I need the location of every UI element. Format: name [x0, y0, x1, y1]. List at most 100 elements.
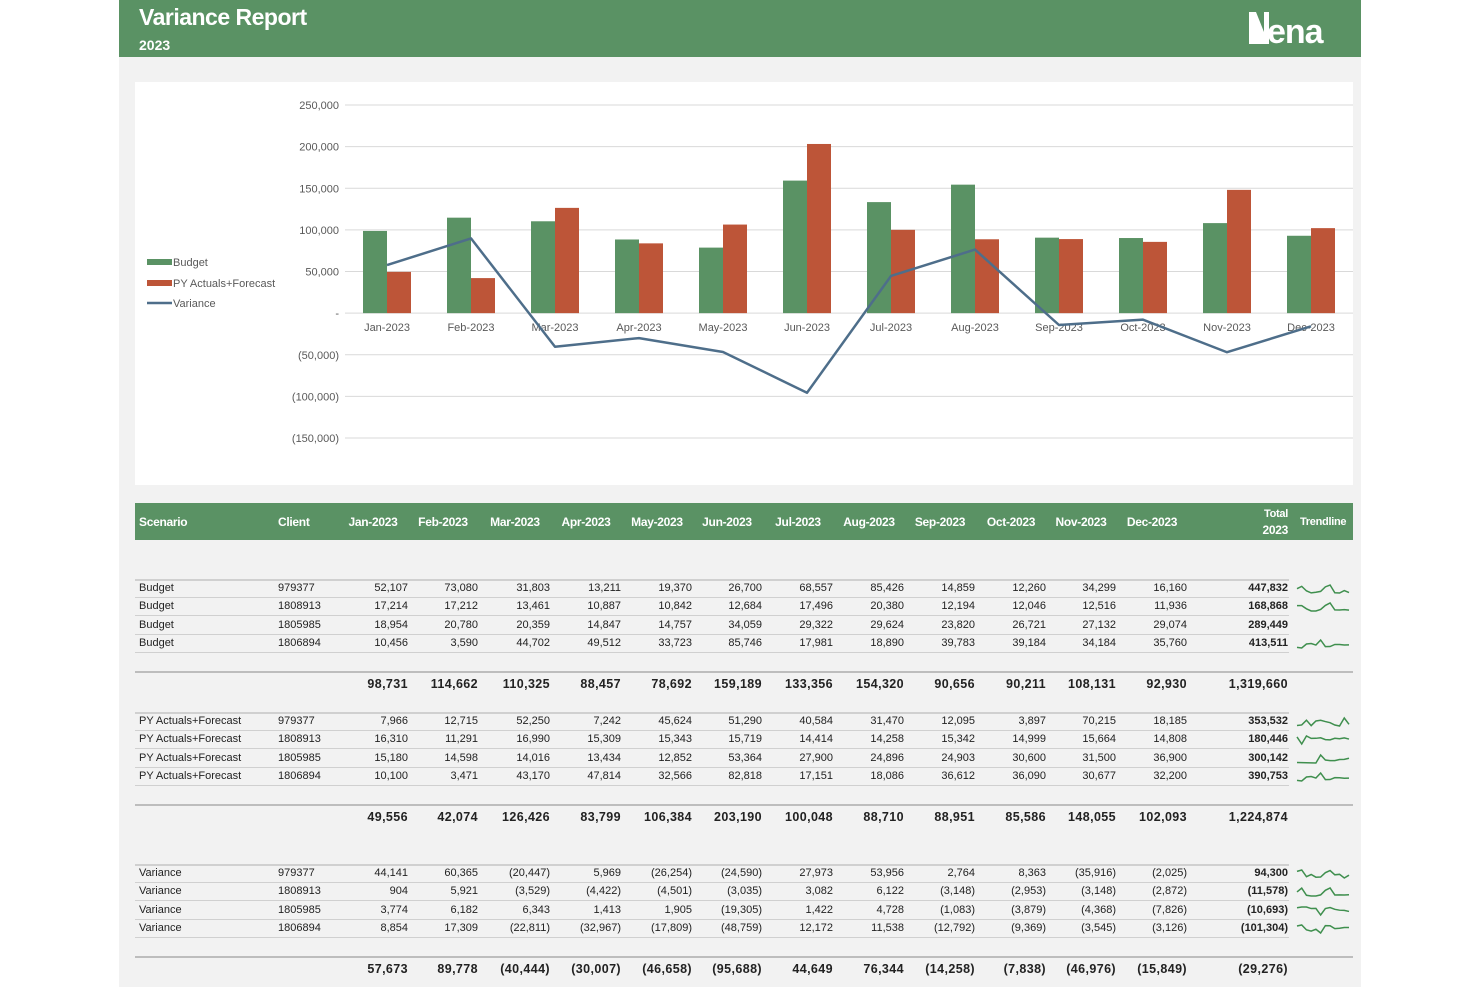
header-month: Jun-2023	[702, 514, 752, 529]
cell-value: (48,759)	[721, 921, 762, 934]
table-row: Budget 1806894 10,456 3,590 44,702 49,512 33,7…	[135, 635, 1289, 653]
cell-value: 7,242	[593, 715, 621, 727]
total-value: 83,799	[580, 810, 621, 824]
cell-value: 6,343	[522, 903, 550, 916]
y-tick-label: (50,000)	[298, 350, 339, 362]
cell-value: 52,107	[374, 582, 408, 594]
cell-value: 17,981	[799, 636, 833, 649]
cell-value: 2,764	[947, 867, 975, 879]
y-tick-label: (100,000)	[292, 391, 339, 403]
cell-value: 3,471	[450, 769, 478, 782]
cell-value: 14,999	[1012, 733, 1046, 746]
trendline-sparkline	[1296, 887, 1350, 898]
budget-bar	[867, 202, 891, 314]
cell-value: 26,721	[1012, 618, 1046, 631]
cell-value: (2,872)	[1152, 885, 1187, 898]
total-value: 133,356	[785, 677, 833, 691]
cell-value: 34,184	[1082, 636, 1116, 649]
table-row: Budget 979377 52,107 73,080 31,803 13,211 19,3…	[135, 580, 1289, 598]
cell-value: 1,422	[805, 903, 833, 916]
cell-scenario: Budget	[139, 582, 174, 594]
header-month: Nov-2023	[1055, 514, 1107, 529]
sparkline-path	[1296, 869, 1350, 879]
budget-bar	[615, 239, 639, 314]
budget-bar	[699, 247, 723, 314]
cell-value: 10,100	[374, 769, 408, 782]
x-tick-label: Jul-2023	[870, 322, 912, 334]
cell-value: 13,461	[516, 600, 550, 613]
cell-value: 33,723	[658, 636, 692, 649]
header-total-year: 2023	[1262, 522, 1289, 537]
table-row: Budget 1805985 18,954 20,780 20,359 14,847 14,…	[135, 617, 1289, 635]
cell-value: 29,322	[799, 618, 833, 631]
cell-value: 17,496	[799, 600, 833, 613]
header-month: Sep-2023	[914, 514, 966, 529]
cell-value: 13,434	[587, 751, 621, 764]
cell-value: 52,250	[516, 715, 550, 727]
cell-value: 17,214	[374, 600, 408, 613]
cell-value: 11,538	[871, 921, 904, 934]
cell-client: 1808913	[278, 733, 321, 746]
cell-value: 40,584	[799, 715, 833, 727]
budget-bar	[1035, 237, 1059, 314]
header-client: Client	[278, 514, 310, 529]
cell-total: 390,753	[1248, 769, 1288, 782]
cell-value: 904	[389, 885, 408, 898]
grand-total-value: (29,276)	[1238, 962, 1288, 976]
cell-value: (2,025)	[1152, 867, 1187, 879]
cell-value: 14,757	[658, 618, 692, 631]
cell-value: 5,921	[450, 885, 478, 898]
cell-scenario: Variance	[139, 903, 182, 916]
cell-value: 16,310	[374, 733, 408, 746]
cell-value: 30,677	[1082, 769, 1116, 782]
cell-value: 3,897	[1018, 715, 1046, 727]
table-row: PY Actuals+Forecast 1805985 15,180 14,598 14…	[135, 750, 1289, 768]
cell-value: (32,967)	[580, 921, 621, 934]
cell-total: 168,868	[1248, 600, 1288, 613]
group-total-row: 98,731 114,662 110,325 88,457 78,692 159,189 1…	[135, 671, 1353, 693]
cell-value: (24,590)	[721, 867, 762, 879]
cell-value: 13,211	[588, 582, 621, 594]
cell-client: 1806894	[278, 921, 321, 934]
total-value: (15,849)	[1137, 962, 1187, 976]
cell-value: (3,126)	[1152, 921, 1187, 934]
header-trendline: Trendline	[1300, 515, 1347, 528]
report-title: Variance Report	[139, 4, 307, 30]
cell-value: (4,501)	[657, 885, 692, 898]
cell-value: 27,973	[799, 867, 833, 879]
py-actuals-bar	[471, 278, 495, 314]
table-row: Budget 1808913 17,214 17,212 13,461 10,887 10,…	[135, 598, 1289, 617]
header-total-label: Total	[1264, 507, 1288, 520]
cell-value: 44,141	[374, 867, 408, 879]
report-year: 2023	[139, 37, 171, 53]
cell-value: 70,215	[1082, 715, 1116, 727]
cell-value: 12,260	[1012, 582, 1046, 594]
cell-value: (17,809)	[651, 921, 692, 934]
cell-scenario: Variance	[139, 867, 182, 879]
cell-value: (22,811)	[509, 921, 550, 934]
sparkline-path	[1296, 924, 1350, 934]
cell-value: 51,290	[728, 715, 762, 727]
cell-value: 15,309	[587, 733, 621, 746]
x-tick-label: Jun-2023	[784, 322, 830, 334]
cell-value: 8,363	[1018, 867, 1046, 879]
py-actuals-bar	[1143, 241, 1167, 314]
cell-value: 15,343	[658, 733, 692, 746]
x-tick-label: Aug-2023	[951, 322, 999, 334]
trendline-sparkline	[1296, 924, 1350, 934]
cell-value: 26,700	[728, 582, 762, 594]
cell-value: 20,359	[516, 618, 550, 631]
budget-bar	[1203, 223, 1227, 314]
total-value: 126,426	[502, 810, 550, 824]
cell-value: 12,172	[799, 921, 833, 934]
cell-value: 31,803	[516, 582, 550, 594]
x-tick-label: Jan-2023	[364, 322, 410, 334]
table-row: PY Actuals+Forecast 979377 7,966 12,715 52,2…	[135, 713, 1289, 731]
cell-scenario: Budget	[139, 636, 174, 649]
cell-value: 1,413	[593, 903, 621, 916]
legend-swatch	[147, 259, 172, 265]
cell-value: 49,512	[587, 636, 621, 649]
cell-value: (1,083)	[940, 903, 975, 916]
trendline-sparkline	[1296, 735, 1350, 746]
cell-value: 18,185	[1153, 715, 1187, 727]
